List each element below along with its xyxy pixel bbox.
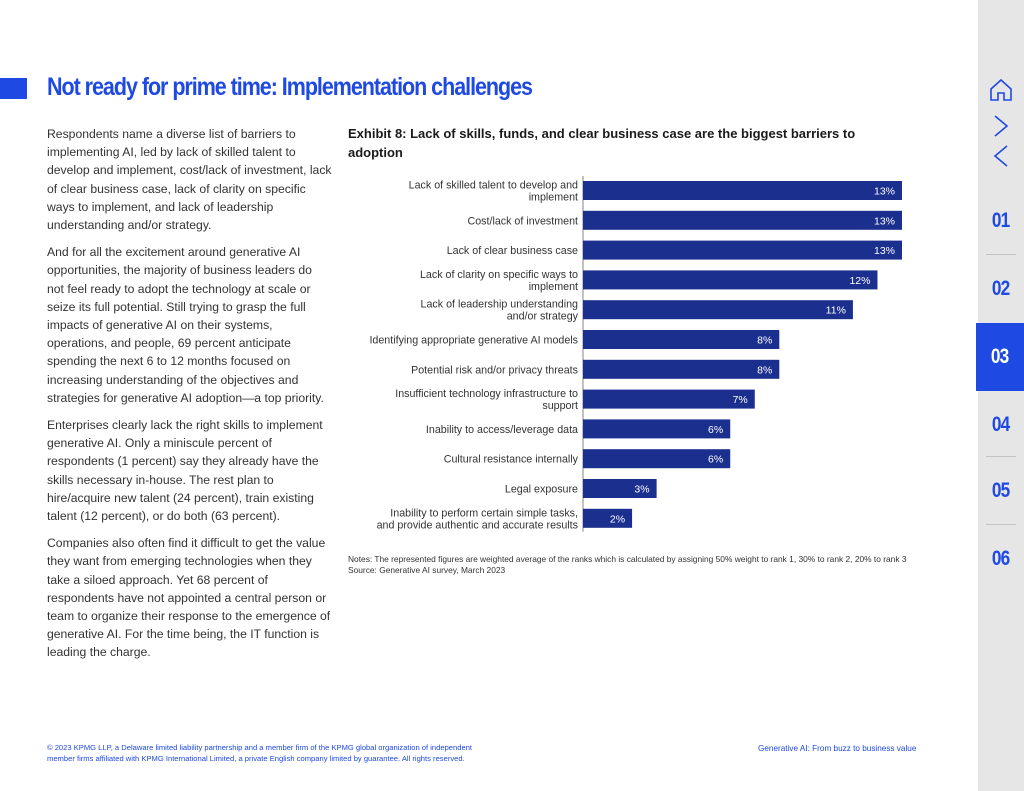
chart-category-label: Lack of skilled talent to develop and imp… (409, 180, 578, 204)
chart-value-label: 13% (874, 215, 895, 227)
chart-bar (583, 300, 853, 320)
chart-category-label: Lack of clear business case (447, 245, 578, 257)
chart-category-label: Insufficient technology infrastructure t… (395, 388, 578, 412)
notes-text: Notes: The represented figures are weigh… (348, 554, 907, 564)
section-sidebar: 01 02 03 04 05 06 (976, 0, 1024, 791)
chart-category-label: Lack of clarity on specific ways to imple… (420, 269, 578, 293)
nav-section-04-label: 04 (992, 413, 1010, 436)
chart-bar (583, 181, 902, 200)
chart-category-label: Lack of leadership understanding and/or s… (421, 299, 579, 323)
chart-category-label: Legal exposure (505, 484, 578, 496)
nav-section-02[interactable]: 02 (978, 266, 1024, 312)
chart-value-label: 12% (849, 275, 870, 287)
nav-section-06[interactable]: 06 (978, 536, 1024, 582)
nav-section-03-label: 03 (991, 345, 1009, 368)
paragraph-readiness: And for all the excitement around genera… (47, 245, 324, 405)
chart-category-label: Cost/lack of investment (468, 215, 579, 227)
nav-section-04[interactable]: 04 (978, 402, 1024, 448)
exhibit-notes: Notes: The represented figures are weigh… (348, 554, 908, 576)
footer-legal-line-2: member firms affiliated with KPMG Intern… (47, 754, 465, 763)
chart-value-label: 8% (757, 335, 772, 347)
chart-category-label: Identifying appropriate generative AI mo… (369, 335, 578, 347)
chart-value-label: 11% (826, 305, 846, 317)
chart-value-label: 6% (708, 454, 723, 466)
nav-section-03[interactable]: 03 (976, 323, 1024, 391)
chevron-left-icon[interactable] (978, 143, 1024, 169)
nav-section-06-label: 06 (992, 547, 1010, 570)
chart-value-label: 13% (874, 186, 895, 198)
chart-bar (583, 240, 902, 260)
exhibit-title: Exhibit 8: Lack of skills, funds, and cl… (348, 126, 856, 160)
paragraph-siloed: Companies also often find it difficult t… (47, 536, 331, 660)
paragraph-skills: Enterprises clearly lack the right skill… (47, 418, 323, 524)
barriers-bar-chart: 13% Lack of skilled talent to develop and… (369, 176, 902, 532)
footer-legal: © 2023 KPMG LLP, a Delaware limited liab… (47, 742, 517, 764)
chart-value-label: 8% (757, 364, 772, 376)
nav-divider (986, 456, 1016, 457)
chart-bar (583, 270, 878, 290)
nav-divider (986, 254, 1016, 255)
chart-value-label: 3% (634, 484, 649, 496)
home-icon[interactable] (978, 76, 1024, 104)
nav-section-05[interactable]: 05 (978, 468, 1024, 514)
nav-section-02-label: 02 (992, 277, 1010, 300)
chart-bar (583, 210, 902, 230)
chart-category-label: Potential risk and/or privacy threats (411, 364, 578, 376)
chart-value-label: 6% (708, 424, 723, 436)
chart-category-label: Inability to perform certain simple task… (377, 507, 578, 531)
chart-bar (583, 389, 755, 409)
chart-value-label: 7% (733, 394, 748, 406)
paragraph-barriers: Respondents name a diverse list of barri… (47, 127, 332, 233)
nav-section-01-label: 01 (992, 209, 1010, 232)
chart-bar (583, 508, 633, 528)
accent-bar (0, 78, 27, 99)
chart-category-label: Cultural resistance internally (444, 454, 579, 466)
chart-value-label: 2% (610, 513, 625, 525)
source-text: Source: Generative AI survey, March 2023 (348, 565, 506, 575)
chart-bar (583, 359, 780, 379)
chart-bar (583, 479, 657, 498)
body-text: Respondents name a diverse list of barri… (47, 125, 332, 671)
chart-bar (583, 449, 731, 469)
chart-category-label: Inability to access/leverage data (426, 424, 578, 436)
chart-bar (583, 330, 780, 349)
chart-bar (583, 419, 731, 439)
footer-legal-line-1: © 2023 KPMG LLP, a Delaware limited liab… (47, 743, 473, 752)
chart-value-label: 13% (874, 245, 895, 257)
footer-doc-title: Generative AI: From buzz to business val… (758, 744, 917, 753)
nav-section-01[interactable]: 01 (978, 198, 1024, 244)
nav-divider (986, 524, 1016, 525)
chevron-right-icon[interactable] (978, 113, 1024, 139)
nav-section-05-label: 05 (992, 479, 1010, 502)
page-title: Not ready for prime time: Implementation… (47, 73, 533, 101)
